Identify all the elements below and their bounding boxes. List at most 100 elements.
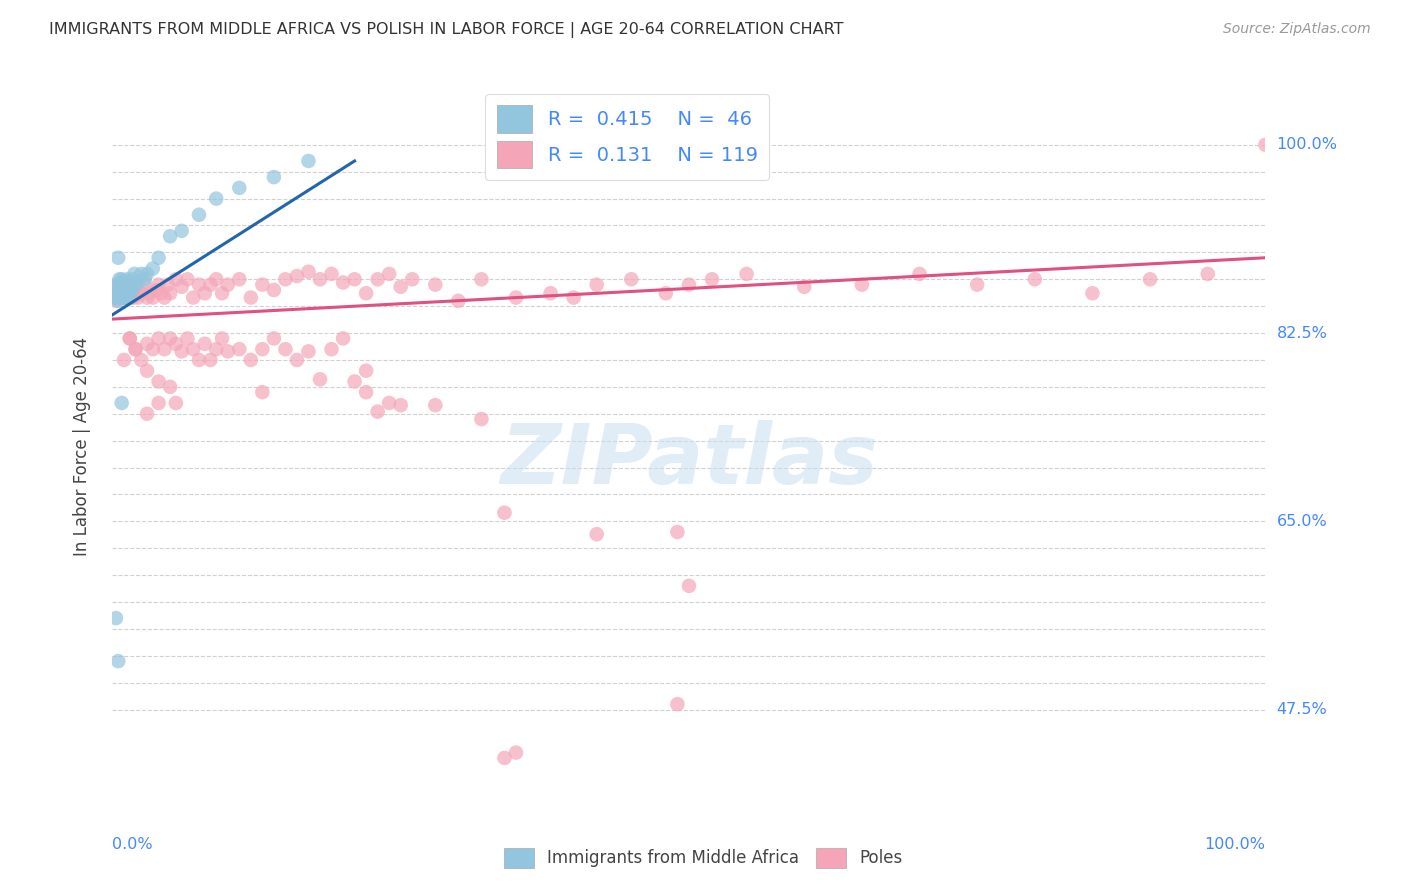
Point <box>136 336 159 351</box>
Point <box>124 267 146 281</box>
Point <box>111 396 134 410</box>
Point <box>1254 137 1277 152</box>
Point <box>108 286 131 301</box>
Point <box>321 267 343 281</box>
Point <box>263 331 285 345</box>
Point <box>118 331 141 345</box>
Point <box>127 291 149 305</box>
Point <box>124 283 146 297</box>
Point <box>117 283 139 297</box>
Point <box>735 267 758 281</box>
Point <box>136 291 159 305</box>
Point <box>678 277 700 292</box>
Legend: R =  0.415    N =  46, R =  0.131    N = 119: R = 0.415 N = 46, R = 0.131 N = 119 <box>485 94 769 180</box>
Point <box>321 342 343 356</box>
Point <box>211 331 233 345</box>
Point <box>297 153 319 168</box>
Point <box>111 283 134 297</box>
Point <box>107 293 129 308</box>
Point <box>170 280 193 294</box>
Point <box>104 291 127 305</box>
Point <box>297 344 319 359</box>
Point <box>585 277 607 292</box>
Point <box>620 272 643 286</box>
Point <box>505 746 527 760</box>
Point <box>354 364 377 378</box>
Point <box>205 192 228 206</box>
Point <box>332 276 354 290</box>
Point <box>205 272 228 286</box>
Point <box>124 342 146 356</box>
Point <box>115 277 138 292</box>
Point <box>112 286 135 301</box>
Point <box>274 272 297 286</box>
Point <box>354 286 377 301</box>
Point <box>211 286 233 301</box>
Point <box>165 272 187 286</box>
Text: ZIPatlas: ZIPatlas <box>501 420 877 501</box>
Point <box>118 280 141 294</box>
Point <box>378 267 401 281</box>
Text: 100.0%: 100.0% <box>1205 837 1265 852</box>
Point <box>274 342 297 356</box>
Point <box>401 272 423 286</box>
Point <box>494 506 516 520</box>
Point <box>332 331 354 345</box>
Point <box>122 272 145 286</box>
Point <box>121 283 143 297</box>
Legend: Immigrants from Middle Africa, Poles: Immigrants from Middle Africa, Poles <box>498 841 908 875</box>
Point <box>124 286 146 301</box>
Point <box>111 291 134 305</box>
Point <box>389 280 412 294</box>
Point <box>124 277 146 292</box>
Point <box>129 286 153 301</box>
Point <box>122 291 145 305</box>
Point <box>111 286 134 301</box>
Point <box>136 267 159 281</box>
Point <box>297 265 319 279</box>
Point <box>107 286 129 301</box>
Point <box>470 412 492 426</box>
Point <box>188 353 211 368</box>
Point <box>148 251 170 265</box>
Point <box>145 283 167 297</box>
Point <box>138 286 160 301</box>
Point <box>142 261 165 276</box>
Point <box>105 283 128 297</box>
Point <box>115 286 138 301</box>
Point <box>134 277 156 292</box>
Point <box>354 385 377 400</box>
Point <box>217 344 239 359</box>
Point <box>114 277 136 292</box>
Point <box>104 286 127 301</box>
Point <box>159 286 181 301</box>
Point <box>148 375 170 389</box>
Point <box>104 277 127 292</box>
Point <box>585 527 607 541</box>
Point <box>110 276 132 290</box>
Point <box>851 277 873 292</box>
Point <box>1139 272 1161 286</box>
Point <box>343 375 366 389</box>
Point <box>153 342 176 356</box>
Point <box>159 380 181 394</box>
Point <box>148 396 170 410</box>
Point <box>228 272 250 286</box>
Point <box>159 331 181 345</box>
Point <box>129 267 153 281</box>
Point <box>966 277 988 292</box>
Text: 0.0%: 0.0% <box>112 837 153 852</box>
Point <box>1024 272 1046 286</box>
Point <box>228 342 250 356</box>
Point <box>142 342 165 356</box>
Point <box>367 404 389 418</box>
Point <box>343 272 366 286</box>
Point <box>127 276 149 290</box>
Point <box>105 280 128 294</box>
Text: Source: ZipAtlas.com: Source: ZipAtlas.com <box>1223 22 1371 37</box>
Point <box>114 286 136 301</box>
Point <box>176 331 198 345</box>
Point <box>1081 286 1104 301</box>
Point <box>111 286 134 301</box>
Text: 65.0%: 65.0% <box>1277 514 1327 529</box>
